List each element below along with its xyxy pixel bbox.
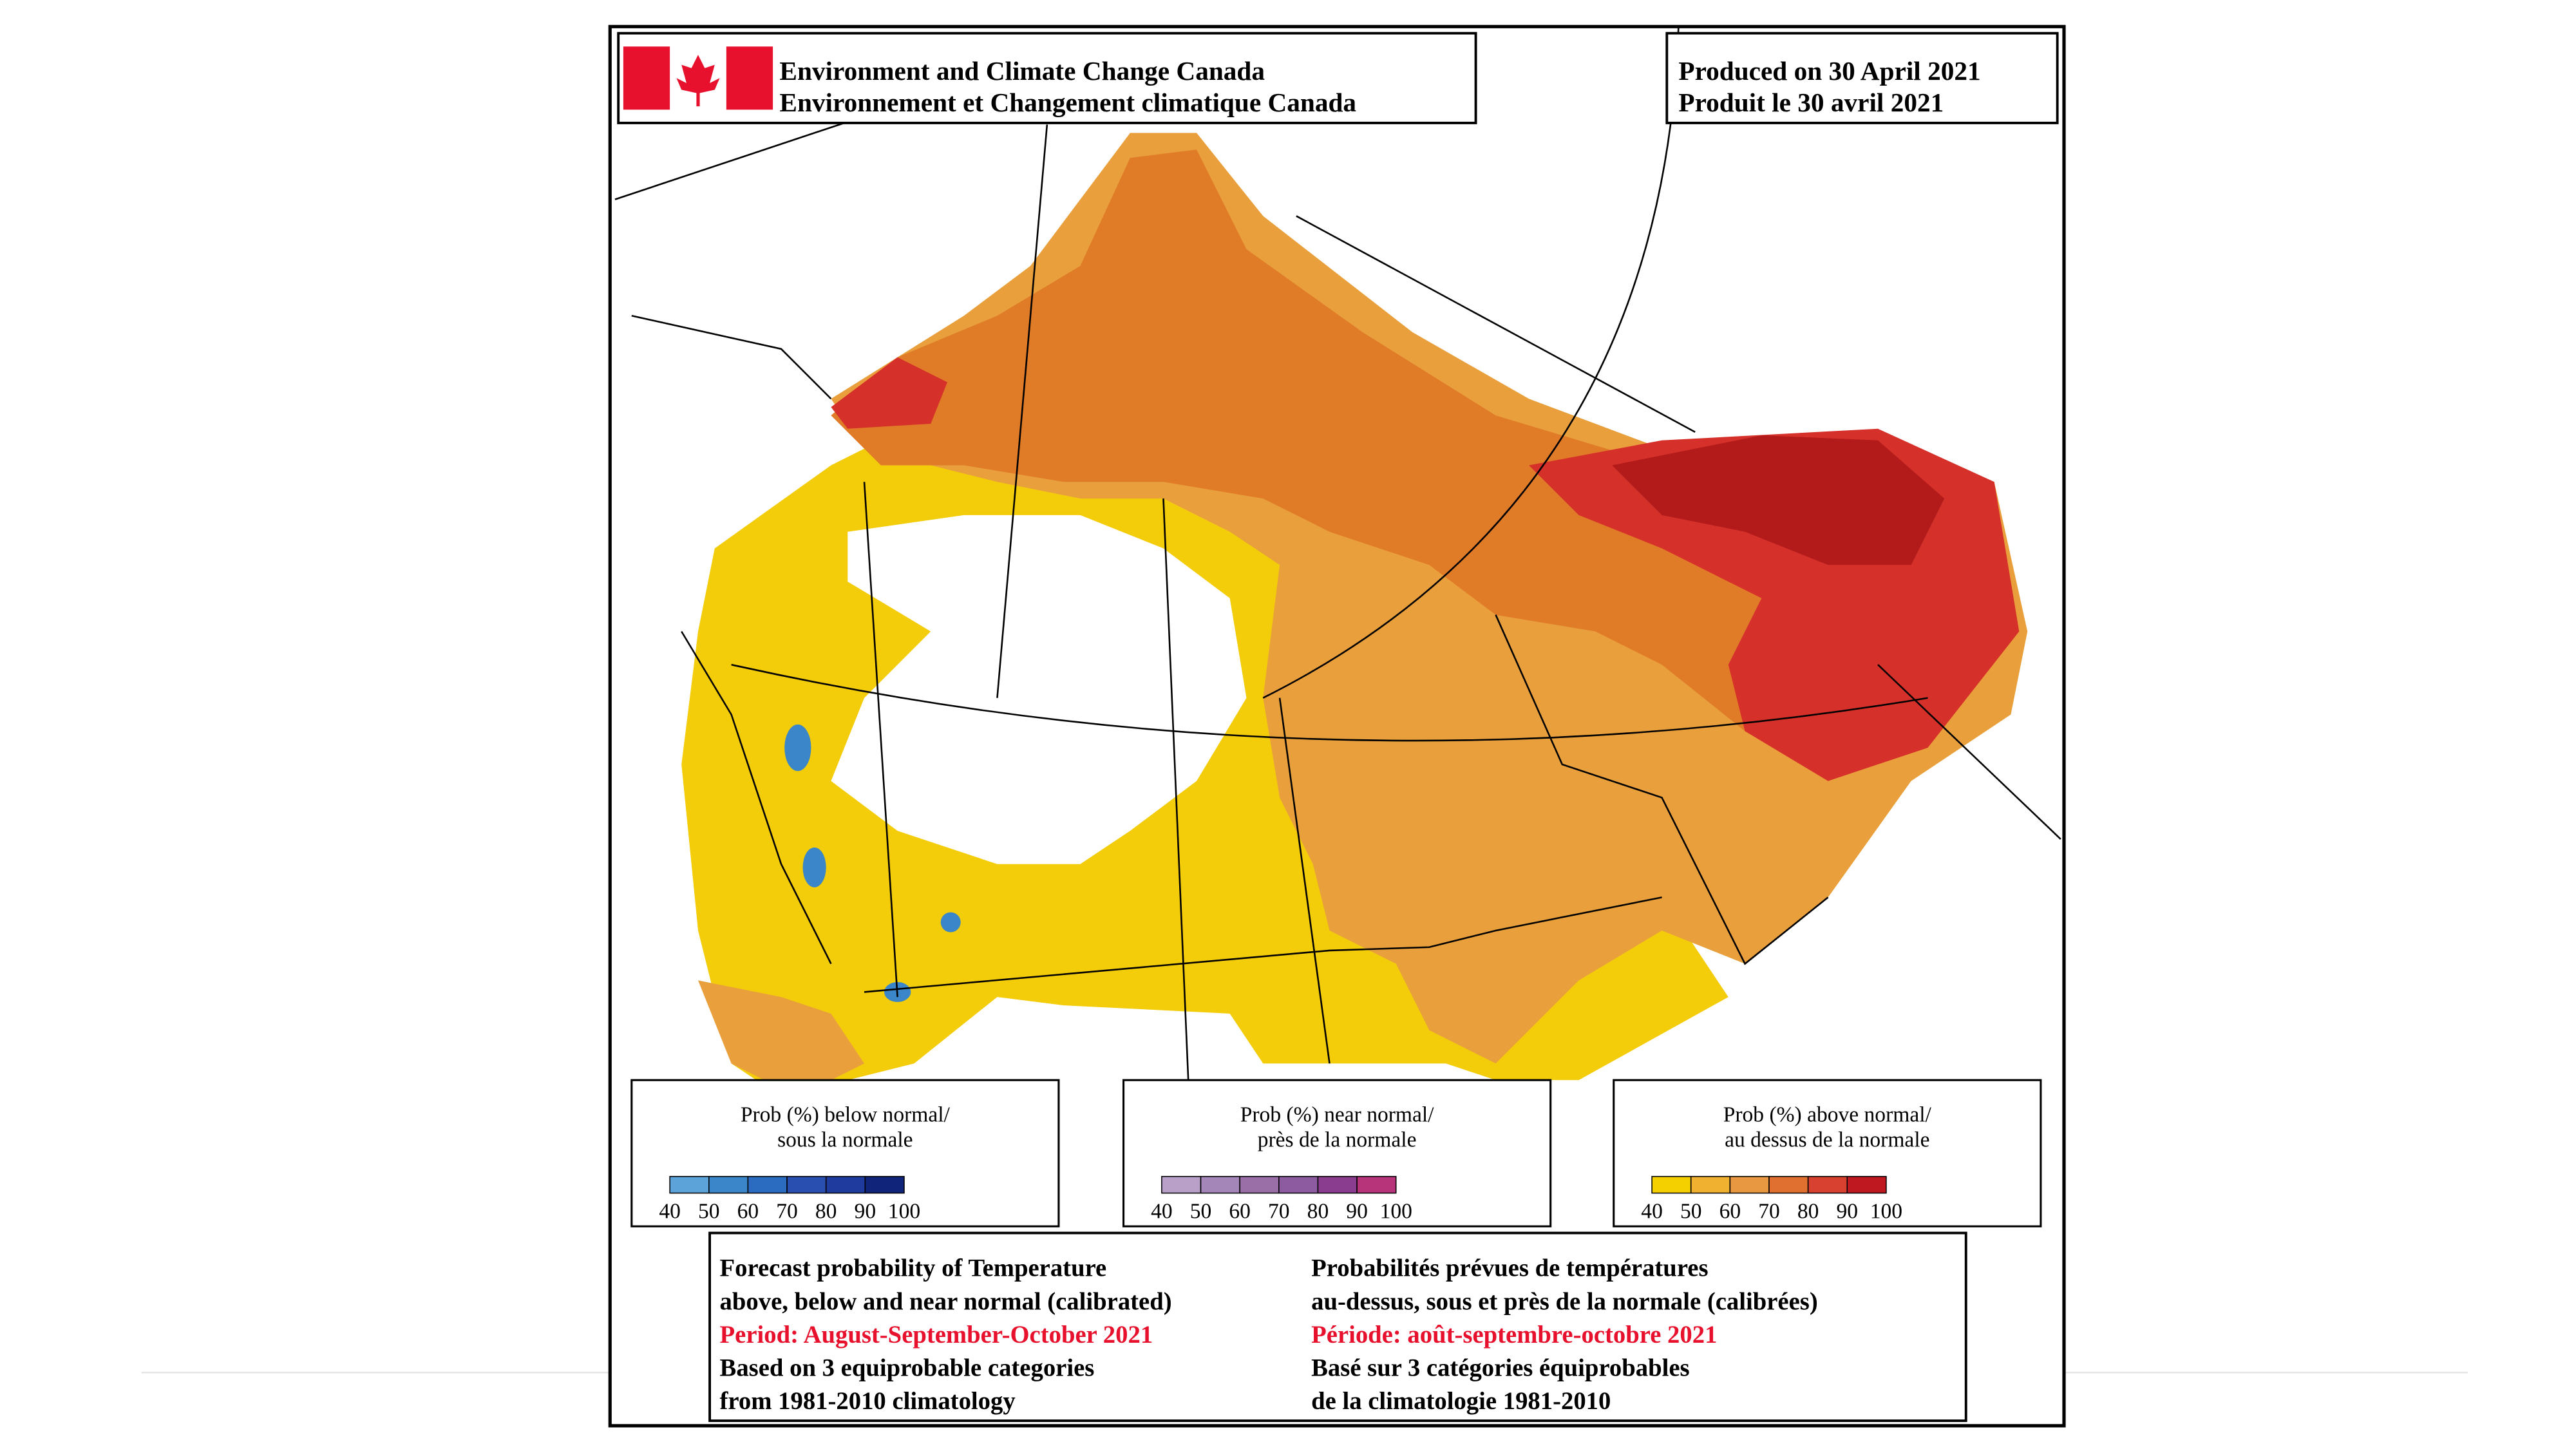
footer-text: Forecast probability of Temperature above… (720, 1255, 1818, 1415)
footer-line: Basé sur 3 catégories équiprobables (1311, 1354, 1690, 1381)
legend-label: 100 (1870, 1199, 1902, 1223)
legend-swatch (1729, 1176, 1770, 1194)
zone-below (940, 912, 961, 933)
legend-swatch (1807, 1176, 1848, 1194)
footer-line: from 1981-2010 climatology (720, 1388, 1016, 1415)
legend-swatch (1651, 1176, 1692, 1194)
zone-50-60 (698, 980, 865, 1097)
legend-label: 40 (1641, 1199, 1663, 1223)
legend-title: sous la normale (777, 1128, 913, 1151)
zone-70-80 (831, 357, 948, 429)
footer-line: Période: août-septembre-octobre 2021 (1311, 1321, 1717, 1349)
legend-swatch (1239, 1176, 1280, 1194)
legend-swatch (747, 1176, 788, 1194)
legend: Prob (%) near normal/près de la normale 4… (1122, 1079, 1552, 1227)
legend-swatch (1200, 1176, 1240, 1194)
legend-label: 90 (855, 1199, 876, 1223)
footer-line: au-dessus, sous et près de la normale (c… (1311, 1288, 1818, 1315)
legend-swatch (1768, 1176, 1809, 1194)
legend-label: 100 (1380, 1199, 1412, 1223)
legend-label: 80 (1307, 1199, 1329, 1223)
legend-label: 70 (1268, 1199, 1290, 1223)
legend-label: 70 (776, 1199, 798, 1223)
footer-line: Forecast probability of Temperature (720, 1255, 1107, 1282)
legend-swatch (864, 1176, 905, 1194)
legend-label: 60 (737, 1199, 759, 1223)
legend-box (1613, 1079, 2042, 1227)
footer-line: above, below and near normal (calibrated… (720, 1288, 1172, 1315)
legend-label: 80 (815, 1199, 837, 1223)
legend-label: 60 (1229, 1199, 1251, 1223)
legend-swatch (708, 1176, 749, 1194)
legend-label: 40 (1151, 1199, 1173, 1223)
produced-fr: Produit le 30 avril 2021 (1678, 88, 1944, 117)
zone-normal (831, 515, 1247, 864)
legend-title: Prob (%) below normal/ (741, 1103, 951, 1127)
legend-swatch (1846, 1176, 1887, 1194)
agency-en: Environment and Climate Change Canada (779, 56, 1265, 86)
produced-en: Produced on 30 April 2021 (1678, 56, 1980, 86)
legend-label: 80 (1797, 1199, 1819, 1223)
legend: Prob (%) above normal/au dessus de la no… (1613, 1079, 2042, 1227)
legend-swatch (1317, 1176, 1358, 1194)
zone-below (802, 847, 826, 887)
legend-label: 70 (1758, 1199, 1780, 1223)
legend-title: Prob (%) above normal/ (1723, 1103, 1932, 1127)
legend-swatch (825, 1176, 866, 1194)
legend-label: 40 (659, 1199, 681, 1223)
boundaries (614, 26, 2061, 1081)
header-box: Environment and Climate Change Canada En… (617, 32, 1477, 124)
legend-label: 60 (1719, 1199, 1741, 1223)
footer-line: Probabilités prévues de températures (1311, 1255, 1708, 1282)
legend-swatch (786, 1176, 827, 1194)
agency-fr: Environnement et Changement climatique C… (779, 88, 1356, 117)
legend-label: 90 (1346, 1199, 1368, 1223)
footer-line: Based on 3 equiprobable categories (720, 1354, 1095, 1381)
legend-box (1122, 1079, 1552, 1227)
footer-line: Period: August-September-October 2021 (720, 1321, 1153, 1349)
legend-swatch (1356, 1176, 1397, 1194)
legends: Prob (%) below normal/sous la normale 40 5… (630, 1079, 2042, 1227)
legend-box (630, 1079, 1060, 1227)
legend-title: au dessus de la normale (1725, 1128, 1929, 1151)
maple-leaf (676, 55, 720, 107)
footer-box: Forecast probability of Temperature above… (708, 1231, 1967, 1423)
legend-swatch (1278, 1176, 1319, 1194)
legend-title: Prob (%) near normal/ (1240, 1103, 1434, 1127)
legend-label: 50 (1190, 1199, 1212, 1223)
legend-label: 90 (1836, 1199, 1858, 1223)
footer-line: de la climatologie 1981-2010 (1311, 1388, 1611, 1415)
legend: Prob (%) below normal/sous la normale 40 5… (630, 1079, 1060, 1227)
map (608, 24, 2066, 1428)
zone-80-90 (1612, 435, 1945, 565)
produced-box: Produced on 30 April 2021 Produit le 30 … (1665, 32, 2059, 124)
zone-below (784, 724, 811, 772)
legend-label: 50 (1680, 1199, 1702, 1223)
legend-swatch (1690, 1176, 1731, 1194)
legend-swatch (669, 1176, 710, 1194)
zone-60-70 (831, 149, 1911, 732)
legend-title: près de la normale (1258, 1128, 1417, 1151)
legend-label: 100 (888, 1199, 920, 1223)
legend-swatch (1161, 1176, 1202, 1194)
legend-label: 50 (698, 1199, 720, 1223)
